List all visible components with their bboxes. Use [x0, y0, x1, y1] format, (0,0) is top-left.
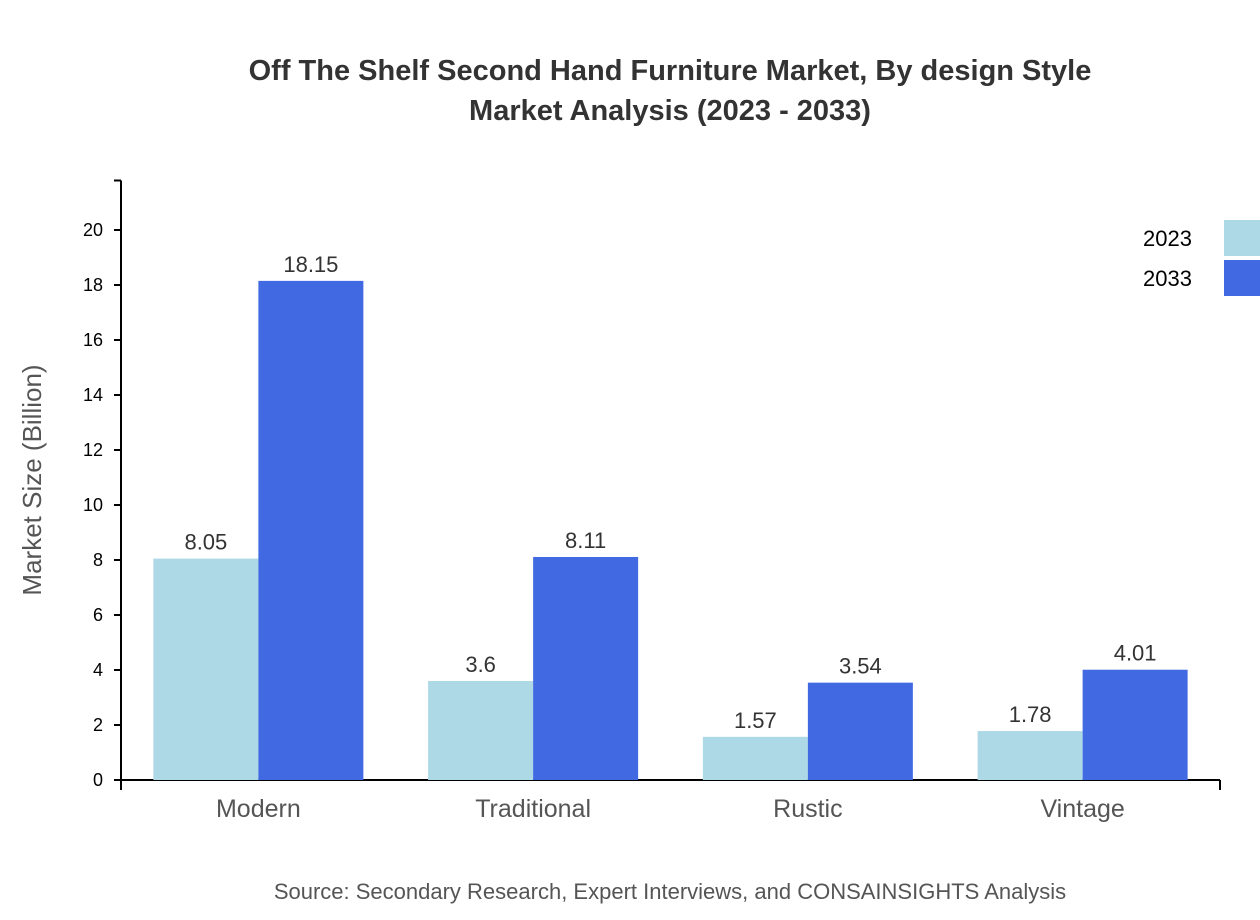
data-label: 3.6 — [465, 652, 496, 677]
y-tick-label: 0 — [93, 770, 103, 790]
data-label: 3.54 — [839, 654, 882, 679]
y-tick-label: 20 — [83, 220, 103, 240]
data-label: 18.15 — [283, 252, 338, 277]
bar-2023-traditional — [428, 681, 534, 780]
data-label: 4.01 — [1114, 641, 1157, 666]
legend-label: 2023 — [1143, 226, 1192, 251]
x-axis: Modern Traditional Rustic Vintage — [120, 779, 1221, 823]
bar-2033-modern — [258, 280, 364, 780]
chart-subtitle: Market Analysis (2023 - 2033) — [469, 95, 871, 127]
y-tick-label: 2 — [93, 715, 103, 735]
legend-label: 2033 — [1143, 266, 1192, 291]
y-tick-label: 10 — [83, 495, 103, 515]
y-axis: 0 2 4 6 8 10 12 14 16 18 20 — [83, 179, 122, 790]
bar-2023-modern — [153, 558, 259, 780]
y-tick-label: 6 — [93, 605, 103, 625]
x-tick-label: Rustic — [773, 795, 842, 823]
y-tick-label: 14 — [83, 385, 103, 405]
data-label: 1.78 — [1009, 702, 1052, 727]
bars: 8.05 18.15 3.6 8.11 1.57 3.54 1.78 4.01 — [153, 252, 1188, 780]
data-label: 1.57 — [734, 708, 777, 733]
data-label: 8.05 — [184, 530, 227, 555]
bar-2033-vintage — [1082, 669, 1188, 780]
x-tick-label: Vintage — [1040, 795, 1124, 823]
y-axis-label: Market Size (Billion) — [17, 364, 47, 595]
data-label: 8.11 — [565, 528, 606, 553]
y-tick-label: 12 — [83, 440, 103, 460]
bar-2033-rustic — [807, 682, 913, 780]
legend: 2023 2033 — [1143, 220, 1260, 296]
chart-title: Off The Shelf Second Hand Furniture Mark… — [249, 55, 1092, 87]
y-tick-label: 4 — [93, 660, 103, 680]
y-tick-label: 18 — [83, 275, 103, 295]
y-tick-label: 8 — [93, 550, 103, 570]
source-note: Source: Secondary Research, Expert Inter… — [274, 879, 1066, 904]
bar-2033-traditional — [533, 556, 639, 780]
x-tick-label: Traditional — [475, 795, 591, 823]
x-tick-label: Modern — [216, 795, 301, 823]
legend-swatch-2033 — [1224, 260, 1260, 296]
y-tick-label: 16 — [83, 330, 103, 350]
bar-2023-rustic — [702, 736, 808, 780]
legend-swatch-2023 — [1224, 220, 1260, 256]
bar-2023-vintage — [977, 731, 1083, 780]
